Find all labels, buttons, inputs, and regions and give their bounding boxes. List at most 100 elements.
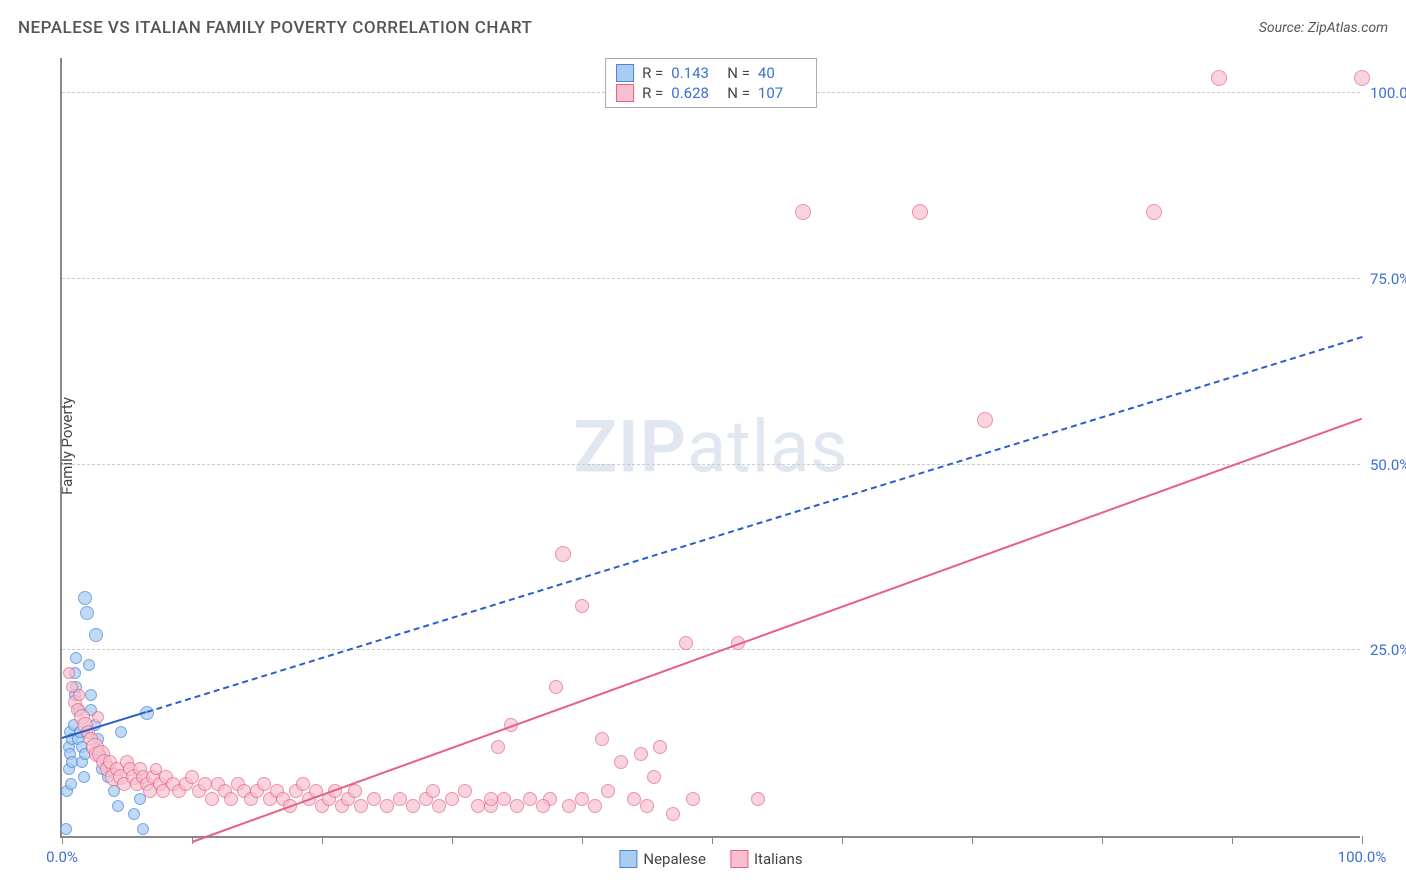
scatter-point [595,732,609,746]
scatter-point [1146,204,1162,220]
scatter-point [627,792,641,806]
scatter-point [406,799,420,813]
scatter-point [614,755,628,769]
scatter-point [601,784,615,798]
legend-label: Nepalese [643,850,706,868]
legend-item: Nepalese [619,850,706,868]
y-tick-label: 100.0% [1370,84,1406,102]
scatter-point [137,823,149,835]
chart-container: NEPALESE VS ITALIAN FAMILY POVERTY CORRE… [0,0,1406,892]
legend-swatch [616,64,634,82]
scatter-point [380,799,394,813]
scatter-point [348,784,362,798]
scatter-point [63,667,75,679]
trend-line [192,418,1363,843]
x-tick-label: 0.0% [46,848,78,866]
scatter-point [510,799,524,813]
scatter-point [65,778,77,790]
scatter-point [458,784,472,798]
scatter-point [647,770,661,784]
scatter-point [751,792,765,806]
x-tick [1102,836,1103,844]
scatter-point [393,792,407,806]
legend-swatch [730,850,748,868]
scatter-point [354,799,368,813]
x-tick [1362,836,1363,844]
gridline-h [62,464,1360,465]
scatter-point [491,740,505,754]
scatter-point [432,799,446,813]
y-tick-label: 75.0% [1370,270,1406,288]
scatter-point [73,689,85,701]
scatter-point [128,808,140,820]
legend-row: R = 0.628 N = 107 [616,83,806,103]
scatter-point [653,740,667,754]
scatter-point [78,771,90,783]
scatter-point [89,628,103,642]
legend-label: Italians [754,850,803,868]
scatter-point [198,777,212,791]
x-tick [452,836,453,844]
scatter-point [666,807,680,821]
series-legend: Nepalese Italians [619,850,802,868]
x-tick [842,836,843,844]
gridline-h [62,649,1360,650]
legend-r-value: 0.143 [671,64,719,82]
scatter-point [83,659,95,671]
scatter-point [575,792,589,806]
scatter-point [224,792,238,806]
scatter-point [562,799,576,813]
scatter-point [523,792,537,806]
scatter-point [686,792,700,806]
scatter-point [60,823,72,835]
source-credit: Source: ZipAtlas.com [1259,20,1388,36]
scatter-point [471,799,485,813]
scatter-point [112,800,124,812]
y-tick-label: 50.0% [1370,456,1406,474]
legend-row: R = 0.143 N = 40 [616,63,806,83]
scatter-point [70,652,82,664]
scatter-point [912,204,928,220]
scatter-point [575,599,589,613]
legend-n-value: 40 [758,64,806,82]
scatter-point [426,784,440,798]
scatter-point [92,711,104,723]
legend-r-label: R = [642,84,663,102]
x-tick [1232,836,1233,844]
scatter-point [445,792,459,806]
plot-area: ZIPatlas R =0.143N =40R =0.628N =107 Nep… [60,58,1360,838]
y-tick-label: 25.0% [1370,641,1406,659]
scatter-point [78,591,92,605]
legend-item: Italians [730,850,803,868]
scatter-point [536,799,550,813]
scatter-point [85,689,97,701]
x-tick [322,836,323,844]
scatter-point [588,799,602,813]
scatter-point [80,606,94,620]
legend-swatch [619,850,637,868]
scatter-point [679,636,693,650]
scatter-point [549,680,563,694]
legend-r-value: 0.628 [671,84,719,102]
gridline-h [62,278,1360,279]
scatter-point [257,777,271,791]
scatter-point [296,777,310,791]
chart-title: NEPALESE VS ITALIAN FAMILY POVERTY CORRE… [18,18,532,38]
x-tick [62,836,63,844]
legend-swatch [616,84,634,102]
scatter-point [367,792,381,806]
legend-n-label: N = [727,64,750,82]
scatter-point [634,747,648,761]
scatter-point [640,799,654,813]
scatter-point [977,412,993,428]
scatter-point [497,792,511,806]
scatter-point [185,770,199,784]
legend-n-label: N = [727,84,750,102]
scatter-point [555,546,571,562]
x-tick [712,836,713,844]
trend-line [146,336,1362,713]
scatter-point [205,792,219,806]
scatter-point [795,204,811,220]
legend-n-value: 107 [758,84,806,102]
legend-r-label: R = [642,64,663,82]
